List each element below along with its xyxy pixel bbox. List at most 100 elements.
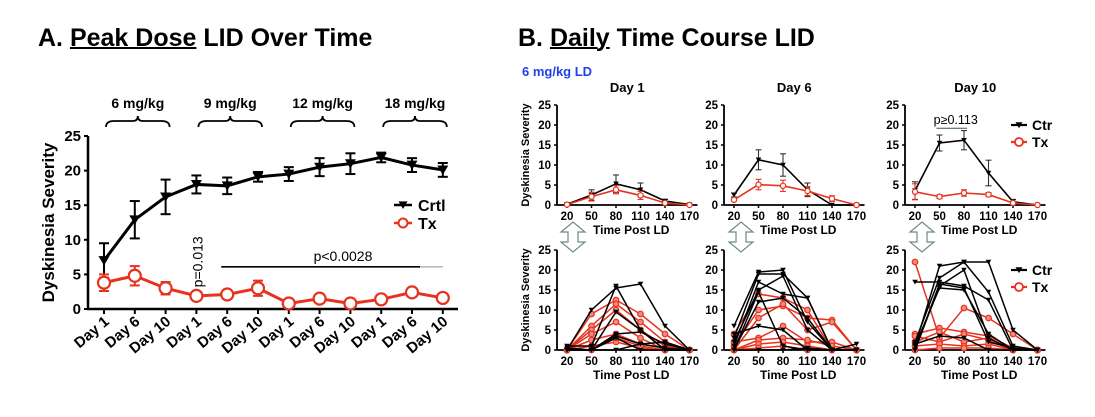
dose-group-label: 9 mg/kg bbox=[204, 95, 257, 111]
panel-b-chart-b-day6-individual: 0 5 10 15 20 25 20 50 80 110 140 170 Time Post LD bbox=[705, 245, 866, 382]
x-tick-label: 170 bbox=[847, 356, 866, 368]
series-line-ctr bbox=[914, 261, 1038, 351]
data-point-tx bbox=[637, 334, 644, 342]
x-tick-label: 20 bbox=[909, 356, 922, 368]
dose-group-bracket bbox=[382, 115, 448, 128]
y-tick-label: 20 bbox=[886, 265, 899, 277]
data-point-ctr bbox=[1034, 347, 1041, 353]
data-point-tx bbox=[612, 186, 620, 193]
panel-a-prefix: A. bbox=[38, 24, 70, 52]
data-point-ctr bbox=[985, 347, 992, 353]
y-tick-label: 15 bbox=[538, 285, 551, 297]
data-point-ctr bbox=[780, 295, 786, 301]
data-point-ctr bbox=[731, 192, 737, 198]
x-tick-label: 140 bbox=[655, 211, 674, 223]
panel-b-title: B. Daily Time Course LID bbox=[518, 24, 815, 53]
y-tick-label: 0 bbox=[712, 345, 718, 357]
x-axis-label: Time Post LD bbox=[941, 223, 1018, 237]
data-point-ctr bbox=[829, 347, 835, 353]
data-point-ctr bbox=[588, 343, 595, 349]
y-tick-label: 10 bbox=[538, 160, 551, 172]
panel-a-point-crtl bbox=[221, 181, 233, 191]
panel-a-point-tx bbox=[374, 292, 389, 307]
panel-a-point-tx bbox=[158, 281, 173, 296]
data-point-ctr bbox=[731, 339, 737, 345]
double-arrow-icon bbox=[727, 221, 755, 253]
data-point-ctr bbox=[936, 333, 943, 339]
data-point-ctr bbox=[961, 137, 967, 143]
y-tick-label: 25 bbox=[705, 100, 718, 112]
x-tick-label: 50 bbox=[585, 211, 598, 223]
data-point-tx bbox=[755, 306, 762, 314]
data-point-ctr bbox=[780, 327, 786, 333]
y-tick-label: 0 bbox=[893, 345, 899, 357]
legend-tx-label: Tx bbox=[1032, 279, 1049, 295]
x-axis-label: Time Post LD bbox=[593, 223, 670, 237]
panel-a-point-tx bbox=[189, 288, 204, 303]
y-axis-label: Dyskinesia Severity bbox=[520, 102, 532, 206]
y-tick-label: 20 bbox=[705, 120, 718, 132]
data-point-tx bbox=[661, 199, 669, 207]
x-axis-label: Time Post LD bbox=[760, 223, 837, 237]
series-line-ctr bbox=[566, 182, 690, 206]
y-tick-label: 5 bbox=[712, 325, 719, 337]
series-line-tx bbox=[733, 325, 857, 351]
data-point-tx bbox=[960, 189, 968, 197]
series-line-ctr bbox=[733, 280, 857, 351]
chart-title: Day 1 bbox=[610, 80, 645, 95]
data-point-ctr bbox=[755, 289, 762, 295]
data-point-ctr bbox=[985, 259, 992, 265]
data-point-ctr bbox=[755, 323, 762, 329]
x-tick-label: 50 bbox=[752, 356, 765, 368]
y-tick-label: 10 bbox=[705, 305, 718, 317]
panel-a-underlined: Peak Dose bbox=[69, 24, 197, 52]
y-tick-label: 25 bbox=[886, 100, 899, 112]
series-line-ctr bbox=[733, 269, 857, 351]
legend-ctr-label: Ctr bbox=[1032, 262, 1053, 278]
data-point-tx bbox=[686, 201, 693, 209]
data-point-ctr bbox=[755, 279, 762, 285]
x-tick-label: 80 bbox=[958, 211, 971, 223]
panel-a-point-tx bbox=[343, 296, 358, 311]
series-line-ctr bbox=[914, 283, 1038, 351]
chart-title: Day 10 bbox=[954, 80, 996, 95]
data-point-ctr bbox=[588, 307, 595, 313]
data-point-tx bbox=[828, 195, 836, 202]
data-point-ctr bbox=[731, 335, 737, 341]
y-tick-label: 10 bbox=[538, 305, 551, 317]
x-tick-label: 110 bbox=[979, 211, 998, 223]
legend-tx-marker bbox=[1014, 282, 1024, 292]
data-point-ctr bbox=[613, 181, 619, 187]
series-line-ctr bbox=[733, 290, 857, 351]
data-point-ctr bbox=[985, 289, 992, 295]
x-tick-label: 50 bbox=[933, 356, 946, 368]
y-tick-label: 25 bbox=[705, 245, 718, 257]
legend-crtl-label: Crtl bbox=[418, 198, 446, 215]
data-point-tx bbox=[960, 304, 968, 312]
y-tick-label: 20 bbox=[886, 120, 899, 132]
panel-b-chart-b-day1-individual: 0 5 10 15 20 25 20 50 80 110 140 170 Time Post LD Dys… bbox=[520, 245, 699, 382]
data-point-tx bbox=[637, 192, 644, 199]
data-point-tx bbox=[612, 300, 620, 308]
data-point-ctr bbox=[731, 347, 737, 353]
data-point-ctr bbox=[936, 140, 943, 146]
legend-ctr-label: Ctr bbox=[1032, 117, 1053, 133]
y-tick-label: 0 bbox=[545, 200, 551, 212]
data-point-ctr bbox=[588, 347, 595, 353]
series-line-tx bbox=[733, 303, 858, 351]
data-point-tx bbox=[637, 310, 644, 318]
x-tick-label: 170 bbox=[1028, 356, 1047, 368]
panel-a-series-line-crtl bbox=[102, 155, 444, 262]
series-line-tx bbox=[566, 309, 690, 351]
y-tick-label: 15 bbox=[886, 285, 899, 297]
x-tick-label: 170 bbox=[680, 356, 699, 368]
panel-b-chart-b-day1-mean: 0 5 10 15 20 25 20 50 80 110 140 170 Time Post LD Day… bbox=[520, 80, 699, 237]
data-point-ctr bbox=[637, 341, 644, 347]
y-tick-label: 5 bbox=[545, 325, 552, 337]
panel-b-chart-b-day6-mean: 0 5 10 15 20 25 20 50 80 110 140 170 Time Post LD Day… bbox=[705, 80, 866, 237]
data-point-ctr bbox=[780, 343, 786, 349]
series-line-ctr bbox=[734, 347, 857, 351]
x-tick-label: 110 bbox=[631, 356, 650, 368]
